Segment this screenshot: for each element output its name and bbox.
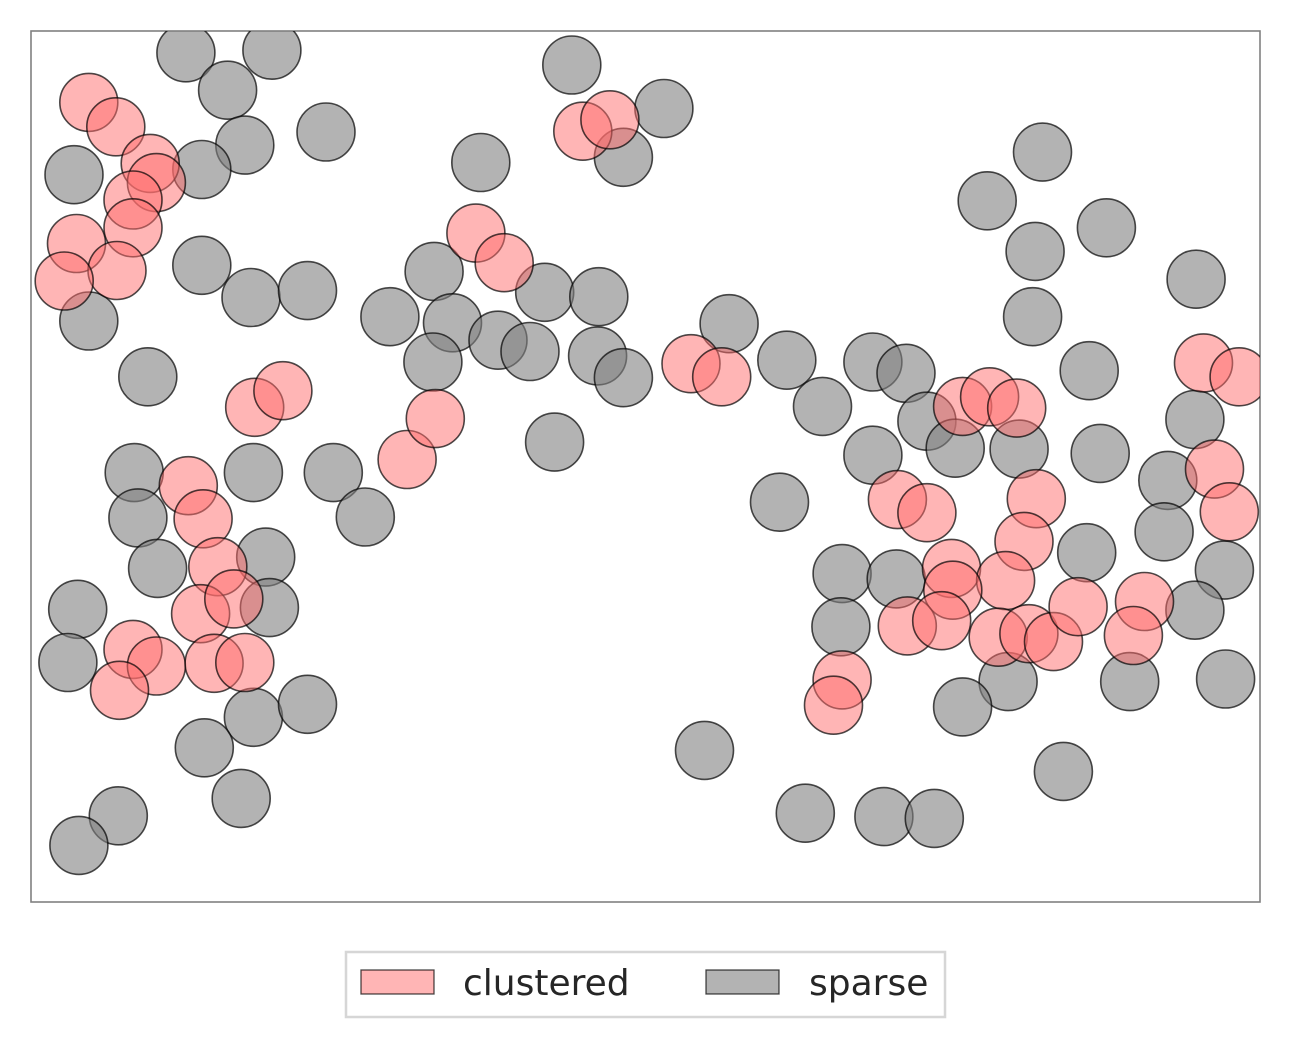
point-sparse-37 bbox=[403, 332, 463, 392]
points-layer bbox=[34, 31, 1260, 876]
point-clustered-28 bbox=[691, 346, 752, 407]
point-sparse-69 bbox=[1165, 580, 1225, 641]
point-sparse-48 bbox=[1012, 122, 1073, 182]
point-sparse-11 bbox=[118, 346, 178, 407]
point-sparse-2 bbox=[197, 60, 258, 120]
point-sparse-1 bbox=[242, 31, 302, 80]
point-sparse-22 bbox=[223, 687, 284, 748]
point-clustered-33 bbox=[897, 482, 957, 543]
point-sparse-53 bbox=[1166, 249, 1226, 310]
series-clustered bbox=[34, 72, 1260, 736]
point-sparse-52 bbox=[1002, 286, 1063, 347]
point-sparse-77 bbox=[854, 786, 914, 847]
point-sparse-59 bbox=[1070, 423, 1130, 484]
point-sparse-54 bbox=[1059, 340, 1119, 401]
point-sparse-66 bbox=[811, 596, 871, 657]
point-sparse-64 bbox=[812, 543, 872, 604]
point-sparse-24 bbox=[174, 717, 235, 778]
point-sparse-20 bbox=[47, 579, 108, 640]
point-sparse-4 bbox=[296, 102, 356, 162]
point-clustered-40 bbox=[911, 590, 972, 651]
point-clustered-12 bbox=[580, 90, 640, 150]
point-sparse-30 bbox=[450, 132, 511, 193]
point-clustered-14 bbox=[253, 360, 313, 421]
point-sparse-50 bbox=[1005, 221, 1065, 282]
point-sparse-25 bbox=[211, 768, 271, 829]
point-sparse-5 bbox=[44, 144, 104, 205]
legend-label-clustered: clustered bbox=[463, 963, 630, 1004]
point-clustered-52 bbox=[803, 675, 864, 736]
legend-swatch-sparse bbox=[705, 969, 780, 995]
point-sparse-72 bbox=[1195, 649, 1256, 709]
point-clustered-48 bbox=[1209, 347, 1260, 407]
point-clustered-10 bbox=[474, 232, 535, 293]
series-sparse bbox=[38, 31, 1256, 876]
point-sparse-49 bbox=[957, 171, 1018, 231]
point-clustered-44 bbox=[1048, 576, 1108, 637]
point-clustered-21 bbox=[204, 569, 264, 629]
point-sparse-63 bbox=[749, 472, 810, 533]
point-sparse-67 bbox=[1056, 522, 1117, 583]
point-sparse-61 bbox=[1134, 501, 1194, 562]
point-sparse-13 bbox=[223, 442, 284, 503]
point-sparse-74 bbox=[674, 720, 735, 781]
point-sparse-16 bbox=[335, 487, 396, 547]
point-sparse-51 bbox=[1076, 198, 1137, 258]
point-sparse-39 bbox=[568, 266, 629, 327]
point-sparse-73 bbox=[932, 677, 993, 737]
point-clustered-37 bbox=[975, 550, 1036, 611]
legend-box bbox=[344, 950, 947, 1019]
point-clustered-31 bbox=[986, 378, 1047, 438]
point-sparse-45 bbox=[792, 376, 853, 437]
point-clustered-26 bbox=[215, 632, 275, 693]
legend-swatch-clustered bbox=[360, 969, 435, 995]
legend: clustered sparse bbox=[344, 950, 947, 1019]
point-sparse-15 bbox=[303, 442, 364, 503]
point-clustered-24 bbox=[89, 660, 150, 721]
point-sparse-17 bbox=[127, 538, 188, 599]
point-sparse-23 bbox=[277, 674, 338, 735]
point-clustered-50 bbox=[1199, 481, 1260, 542]
point-sparse-14 bbox=[108, 488, 168, 548]
legend-label-sparse: sparse bbox=[809, 963, 928, 1004]
point-sparse-44 bbox=[756, 330, 817, 391]
point-sparse-41 bbox=[593, 347, 654, 408]
point-sparse-29 bbox=[634, 78, 694, 139]
point-clustered-46 bbox=[1103, 605, 1164, 666]
point-sparse-0 bbox=[156, 31, 216, 83]
point-sparse-34 bbox=[360, 286, 420, 347]
point-sparse-78 bbox=[904, 788, 965, 849]
point-sparse-76 bbox=[775, 783, 836, 844]
point-sparse-7 bbox=[172, 235, 232, 296]
point-clustered-7 bbox=[87, 240, 147, 301]
point-sparse-28 bbox=[541, 35, 602, 95]
point-sparse-9 bbox=[277, 260, 338, 321]
point-sparse-38 bbox=[500, 321, 560, 382]
point-sparse-27 bbox=[49, 815, 109, 876]
point-sparse-21 bbox=[38, 632, 98, 693]
point-clustered-8 bbox=[34, 251, 94, 311]
point-sparse-42 bbox=[524, 412, 585, 472]
point-clustered-16 bbox=[405, 388, 466, 449]
point-sparse-75 bbox=[1033, 741, 1094, 802]
point-sparse-8 bbox=[221, 267, 281, 328]
